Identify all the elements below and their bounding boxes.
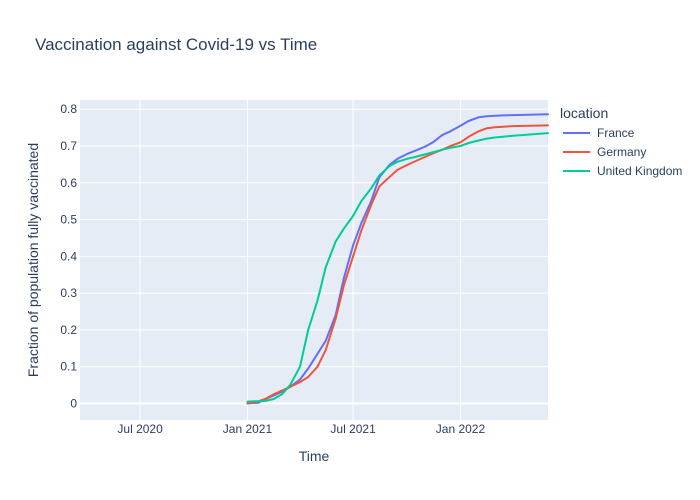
y-axis-title: Fraction of population fully vaccinated — [25, 143, 41, 377]
y-tick-label: 0.8 — [60, 102, 77, 116]
legend-label-germany: Germany — [597, 145, 646, 159]
y-tick-label: 0.1 — [60, 360, 77, 374]
x-tick-label: Jul 2020 — [117, 422, 163, 436]
x-axis-title: Time — [299, 448, 330, 464]
x-tick-label: Jul 2021 — [330, 422, 376, 436]
chart-title: Vaccination against Covid-19 vs Time — [35, 35, 317, 54]
y-tick-label: 0 — [70, 396, 77, 410]
x-tick-labels: Jul 2020 Jan 2021 Jul 2021 Jan 2022 — [117, 422, 485, 436]
legend-label-united-kingdom: United Kingdom — [597, 164, 682, 178]
y-tick-label: 0.5 — [60, 213, 77, 227]
gridlines — [80, 100, 548, 420]
series-line-united-kingdom — [246, 132, 549, 403]
series-lines — [246, 113, 549, 405]
y-tick-label: 0.2 — [60, 323, 77, 337]
series-line-germany — [246, 124, 549, 405]
legend-items: France Germany United Kingdom — [563, 126, 682, 178]
x-tick-label: Jan 2022 — [436, 422, 486, 436]
y-tick-label: 0.6 — [60, 176, 77, 190]
y-tick-label: 0.4 — [60, 249, 77, 263]
y-tick-label: 0.7 — [60, 139, 77, 153]
legend-label-france: France — [597, 126, 635, 140]
y-tick-label: 0.3 — [60, 286, 77, 300]
y-tick-labels: 0 0.1 0.2 0.3 0.4 0.5 0.6 0.7 0.8 — [60, 102, 77, 410]
x-tick-label: Jan 2021 — [223, 422, 273, 436]
legend: location France Germany United Kingdom — [560, 105, 682, 178]
legend-title: location — [560, 105, 608, 121]
